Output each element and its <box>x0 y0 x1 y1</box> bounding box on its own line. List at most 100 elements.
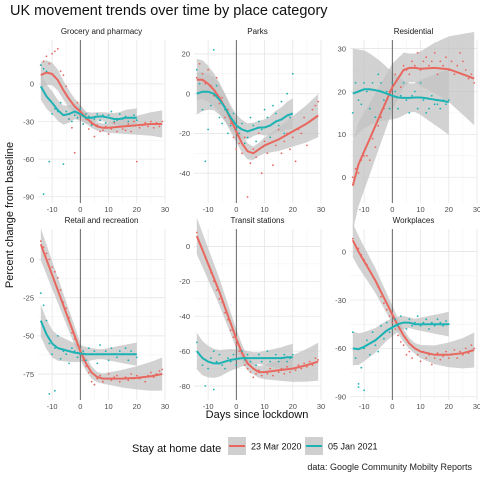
data-point-second <box>221 122 224 125</box>
data-point-second <box>411 324 413 327</box>
data-point-second <box>357 99 360 101</box>
data-point-second <box>229 360 232 363</box>
data-point-first <box>464 69 467 71</box>
data-point-second <box>291 72 294 75</box>
data-point-second <box>433 103 436 106</box>
y-tick-label: -40 <box>179 169 190 178</box>
data-point-second <box>232 112 235 115</box>
data-point-first <box>127 123 130 125</box>
data-point-second <box>104 121 107 124</box>
y-tick-label: 0 <box>30 255 34 264</box>
data-point-second <box>73 114 76 117</box>
data-point-second <box>42 67 45 70</box>
data-point-second <box>394 318 397 321</box>
data-point-second <box>272 104 274 107</box>
data-point-second <box>110 347 113 349</box>
y-tick-label: 20 <box>338 87 346 96</box>
data-point-first <box>215 76 218 79</box>
x-tick-label: 30 <box>317 205 325 214</box>
data-point-second <box>388 331 391 334</box>
x-tick-label: 20 <box>445 205 453 214</box>
data-point-first <box>45 55 48 58</box>
data-point-second <box>227 357 229 359</box>
data-point-first <box>456 64 459 67</box>
data-point-first <box>425 357 428 359</box>
data-point-first <box>280 152 283 155</box>
data-point-first <box>303 362 305 365</box>
data-point-first <box>306 365 308 368</box>
data-point-first <box>422 60 425 63</box>
y-tick-label: 0 <box>30 80 34 89</box>
x-tick-label: 30 <box>161 205 169 214</box>
data-point-second <box>354 357 357 359</box>
data-point-first <box>232 136 235 139</box>
data-point-second <box>99 119 101 122</box>
x-tick-label: 10 <box>260 402 268 411</box>
y-tick-label: 0 <box>186 89 190 98</box>
data-point-second <box>90 124 93 127</box>
x-tick-label: 10 <box>260 205 268 214</box>
data-point-second <box>422 99 425 101</box>
data-point-first <box>99 130 101 133</box>
data-point-first <box>252 376 255 379</box>
data-point-first <box>294 369 297 372</box>
data-point-first <box>442 355 444 358</box>
data-point-second <box>380 324 382 327</box>
data-point-second <box>405 99 408 101</box>
data-point-first <box>456 357 459 359</box>
data-point-second <box>416 107 419 110</box>
confidence-ribbon-second <box>196 332 293 378</box>
data-point-first <box>311 108 314 111</box>
data-point-second <box>198 82 201 85</box>
data-point-second <box>445 320 447 322</box>
x-tick-label: 0 <box>234 205 238 214</box>
data-point-first <box>402 344 405 347</box>
trend-line-second <box>352 88 450 104</box>
data-point-second <box>397 107 399 110</box>
data-point-second <box>107 114 110 117</box>
data-point-second <box>118 113 121 115</box>
data-point-second <box>260 128 263 131</box>
data-point-first <box>65 85 68 88</box>
y-tick-label: 0 <box>342 247 346 256</box>
data-point-first <box>303 116 305 119</box>
y-tick-label: -20 <box>179 129 190 138</box>
data-point-second <box>428 107 430 110</box>
data-point-first <box>306 144 308 147</box>
y-tick-label: -40 <box>179 312 190 321</box>
data-point-second <box>210 357 212 359</box>
y-tick-label: -60 <box>23 155 34 164</box>
data-point-first <box>428 64 430 67</box>
data-point-second <box>385 321 388 324</box>
data-point-first <box>416 353 419 356</box>
data-point-second <box>258 120 260 123</box>
data-point-second <box>204 160 207 163</box>
data-point-second <box>445 103 447 106</box>
data-point-first <box>311 364 314 366</box>
trend-line-second <box>39 85 137 120</box>
data-point-second <box>374 344 377 347</box>
y-tick-label: -25 <box>23 294 34 303</box>
data-point-first <box>224 311 226 314</box>
data-point-first <box>249 371 252 373</box>
x-tick-label: -10 <box>47 402 58 411</box>
data-point-second <box>71 347 73 349</box>
data-point-second <box>402 82 405 84</box>
panel-strip-label: Retail and recreation <box>65 216 139 225</box>
data-point-first <box>51 52 53 55</box>
data-point-first <box>289 148 291 151</box>
data-point-first <box>470 73 473 76</box>
data-point-second <box>221 364 224 366</box>
data-point-second <box>351 331 354 334</box>
data-point-first <box>90 380 93 383</box>
y-tick-label: -75 <box>23 370 34 379</box>
data-point-first <box>238 142 241 145</box>
y-tick-label: 0 <box>342 173 346 182</box>
data-point-first <box>300 132 303 135</box>
y-tick-label: -90 <box>23 193 34 202</box>
data-point-first <box>102 380 104 383</box>
data-point-first <box>110 379 113 382</box>
data-point-second <box>414 90 416 93</box>
data-point-second <box>263 108 266 111</box>
data-point-second <box>85 359 87 362</box>
